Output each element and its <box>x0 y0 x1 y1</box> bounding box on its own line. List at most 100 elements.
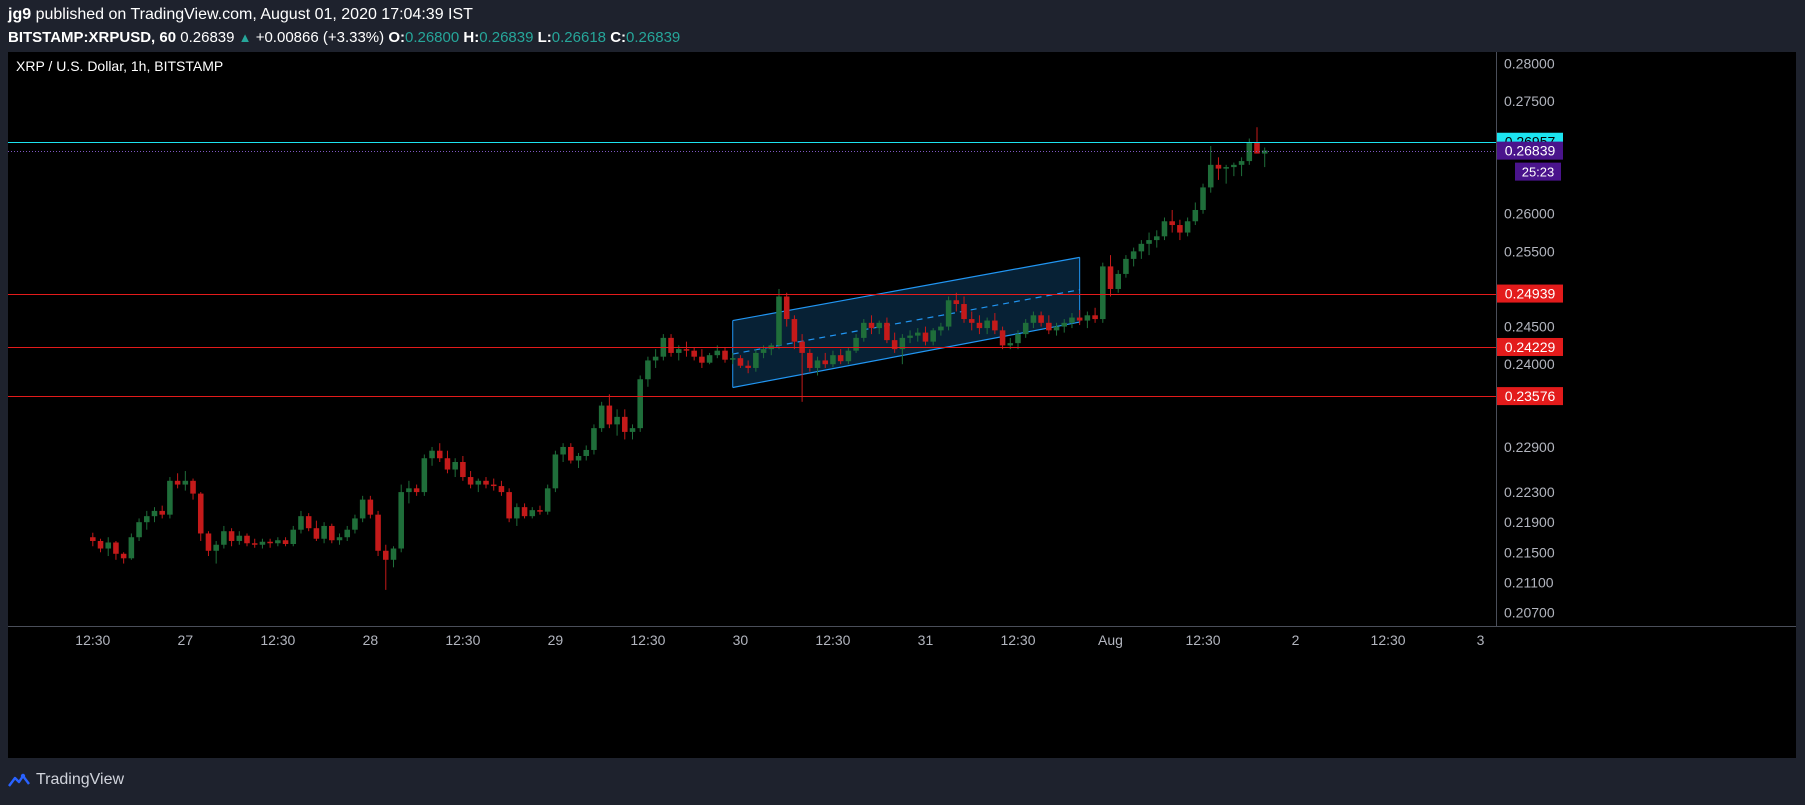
candle-body <box>128 537 135 559</box>
candle-body <box>205 533 212 551</box>
high-label: H: <box>463 29 480 46</box>
price-tick-label: 0.21900 <box>1504 514 1555 530</box>
candle-body <box>475 480 482 485</box>
candle-body <box>1069 317 1075 323</box>
candle-body <box>251 543 258 545</box>
candle-body <box>1207 164 1214 188</box>
candle-body <box>1161 221 1168 237</box>
candle-body <box>914 332 921 336</box>
candle-body <box>244 535 250 544</box>
candle-body <box>1038 315 1044 323</box>
candle-body <box>1092 315 1098 320</box>
candle-body <box>544 488 551 512</box>
time-tick-label: 12:30 <box>1186 632 1221 648</box>
low-label: L: <box>537 29 552 46</box>
price-tick-label: 0.27500 <box>1504 93 1555 109</box>
tradingview-brand[interactable]: TradingView <box>8 771 124 789</box>
candle-body <box>953 300 960 305</box>
up-arrow-icon: ▲ <box>238 30 252 45</box>
candle-body <box>1177 225 1183 233</box>
candle-body <box>1100 266 1106 320</box>
time-tick-label: 29 <box>548 632 564 648</box>
candle-body <box>1261 150 1268 154</box>
time-axis-background <box>8 626 1496 758</box>
candle-body <box>683 349 690 351</box>
candle-body <box>968 319 975 323</box>
candle-body <box>1254 142 1260 154</box>
candle-body <box>406 488 412 493</box>
candle-body <box>876 322 882 329</box>
candle-body <box>429 450 435 459</box>
candle-body <box>460 462 466 478</box>
candle-body <box>190 480 196 494</box>
time-tick-label: 12:30 <box>75 632 110 648</box>
time-tick-label: 27 <box>178 632 194 648</box>
candle-body <box>830 355 836 365</box>
publish-info: jg9 published on TradingView.com, August… <box>8 6 473 24</box>
price-tick-label: 0.24000 <box>1504 356 1555 372</box>
candle-body <box>398 492 404 549</box>
candle-body <box>614 416 620 425</box>
candle-body <box>159 510 165 515</box>
candle-body <box>837 355 844 362</box>
candle-body <box>444 458 451 470</box>
candle-body <box>961 304 967 320</box>
candle-body <box>745 365 751 368</box>
candle-body <box>514 507 520 519</box>
candle-body <box>136 522 142 538</box>
candle-body <box>375 514 381 551</box>
candle-body <box>1215 164 1222 169</box>
symbol-label[interactable]: BITSTAMP:XRPUSD, 60 <box>8 29 177 46</box>
bar-countdown: 25:23 <box>1522 165 1555 180</box>
candle-body <box>1061 322 1068 327</box>
candle-body <box>1153 236 1160 241</box>
candle-body <box>259 541 266 545</box>
candle-body <box>321 525 327 539</box>
chart-area[interactable]: 0.28000 0.27500 0.26000 0.25500 0.24500 0.240… <box>8 52 1796 758</box>
price-tick-label: 0.22300 <box>1504 484 1555 500</box>
candle-body <box>1076 317 1083 321</box>
price-tick-label: 0.21500 <box>1504 544 1555 560</box>
candle-body <box>868 322 875 329</box>
candle-body <box>899 337 906 350</box>
candle-body <box>213 544 219 551</box>
candle-body <box>575 455 582 461</box>
ohlc-legend: BITSTAMP:XRPUSD, 60 0.26839 ▲ +0.00866 (… <box>8 29 680 46</box>
support-price-tag: 0.24939 <box>1505 286 1556 302</box>
candle-body <box>529 510 536 517</box>
candle-body <box>1115 273 1121 289</box>
candle-body <box>344 529 351 538</box>
open-label: O: <box>388 29 405 46</box>
candlestick-chart[interactable]: 0.28000 0.27500 0.26000 0.25500 0.24500 0.240… <box>8 52 1796 758</box>
candle-body <box>1130 251 1137 259</box>
candle-body <box>598 405 605 429</box>
candle-body <box>637 379 643 429</box>
candle-body <box>1053 326 1060 331</box>
candle-body <box>90 537 96 541</box>
candle-body <box>490 484 497 487</box>
time-tick-label: 12:30 <box>260 632 295 648</box>
candle-body <box>691 350 697 357</box>
candle-body <box>583 449 590 456</box>
chart-title: XRP / U.S. Dollar, 1h, BITSTAMP <box>16 58 223 74</box>
candle-body <box>675 349 682 353</box>
time-tick-label: 12:30 <box>630 632 665 648</box>
candle-body <box>776 296 782 346</box>
support-price-tag: 0.23576 <box>1505 388 1556 404</box>
candle-body <box>290 529 297 544</box>
candle-body <box>329 525 335 541</box>
candle-body <box>753 352 759 368</box>
tradingview-logo-icon <box>8 773 30 787</box>
candle-body <box>421 458 428 493</box>
candle-body <box>853 337 859 351</box>
time-tick-label: 12:30 <box>1000 632 1035 648</box>
channel-upper-line <box>732 256 1080 322</box>
price-tick-label: 0.22900 <box>1504 439 1555 455</box>
candle-body <box>861 322 867 338</box>
publisher-username[interactable]: jg9 <box>8 6 32 23</box>
candle-body <box>221 531 227 545</box>
candle-body <box>976 322 983 329</box>
candle-body <box>791 319 798 342</box>
candle-body <box>174 480 181 485</box>
candle-body <box>938 326 944 331</box>
